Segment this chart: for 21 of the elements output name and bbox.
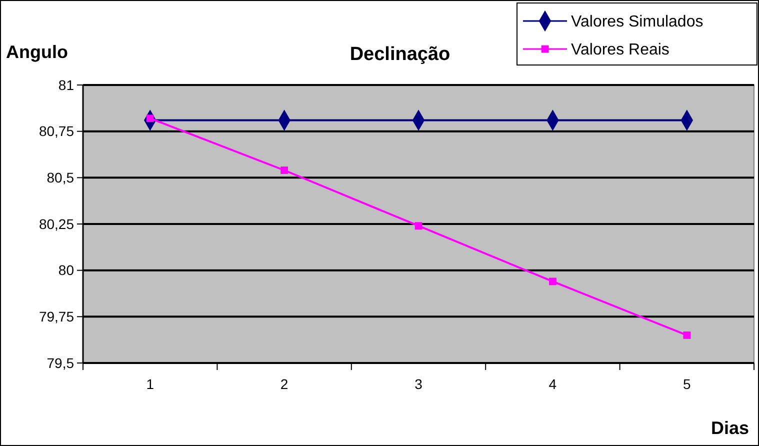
y-tick-label: 80,5 — [46, 170, 74, 186]
y-tick-label: 80,25 — [38, 216, 74, 232]
x-axis-title: Dias — [710, 418, 749, 438]
y-tick-label: 80,75 — [38, 123, 74, 140]
point — [683, 331, 691, 339]
y-tick-label: 81 — [58, 76, 74, 93]
y-axis-title: Angulo — [6, 42, 68, 62]
point — [548, 278, 556, 286]
y-tick-label: 79,5 — [46, 354, 74, 371]
y-tick-label: 80 — [58, 262, 74, 278]
x-tick-label: 5 — [683, 376, 691, 392]
x-tick-label: 2 — [280, 376, 288, 392]
chart-title: Declinação — [350, 44, 450, 65]
x-tick-label: 1 — [146, 376, 154, 392]
point — [280, 166, 288, 174]
x-tick-label: 3 — [414, 376, 423, 392]
legend-label: Valores Simulados — [571, 14, 704, 31]
y-tick-label: 79,75 — [38, 308, 74, 325]
x-tick-label: 4 — [548, 376, 557, 392]
legend-label: Valores Reais — [571, 42, 670, 59]
point — [414, 222, 422, 230]
